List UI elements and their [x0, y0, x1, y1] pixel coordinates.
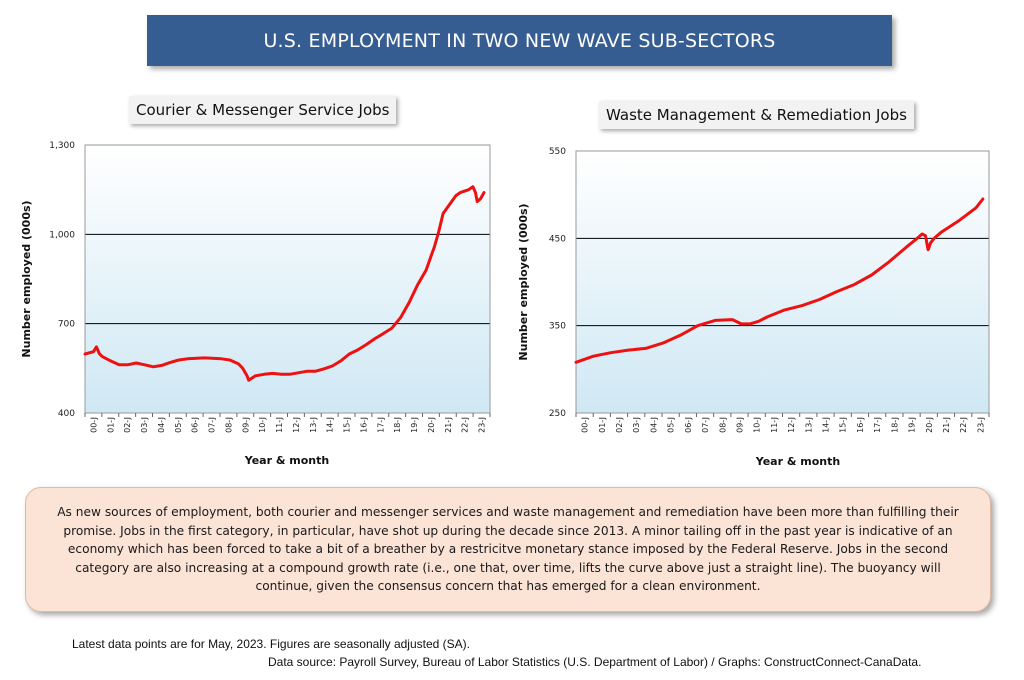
plot-area [576, 151, 989, 413]
x-tick-label: 20-J [925, 417, 934, 433]
page-title: U.S. EMPLOYMENT IN TWO NEW WAVE SUB-SECT… [263, 29, 776, 52]
x-tick-label: 21-J [942, 417, 951, 433]
x-tick-label: 12-J [787, 417, 796, 433]
x-tick-label: 19-J [410, 417, 419, 433]
x-tick-label: 14-J [822, 417, 831, 433]
y-tick-label: 550 [549, 147, 566, 157]
x-tick-label: 21-J [444, 417, 453, 433]
x-tick-label: 01-J [598, 417, 607, 433]
y-tick-label: 450 [549, 234, 566, 244]
y-axis-title: Number employed (000s) [517, 203, 530, 360]
x-tick-label: 23-J [478, 417, 487, 433]
x-tick-label: 11-J [770, 417, 779, 433]
x-tick-label: 10-J [258, 417, 267, 433]
x-tick-label: 03-J [140, 417, 149, 433]
x-tick-label: 07-J [208, 417, 217, 433]
x-tick-label: 07-J [701, 417, 710, 433]
y-tick-label: 1,000 [49, 230, 75, 240]
courier-chart: 400 700 1,000 1,300 00-J 01-J 02-J 03-J 04-J 05-J… [20, 141, 491, 467]
x-tick-label: 16-J [359, 417, 368, 433]
x-tick-label: 15-J [343, 417, 352, 433]
x-tick-label: 14-J [326, 417, 335, 433]
y-tick-label: 700 [58, 320, 75, 330]
waste-chart: 250 350 450 550 00-J 01-J 02-J 03-J 04-J 05-J 06-J… [517, 147, 990, 468]
x-tick-label: 03-J [632, 417, 641, 433]
x-tick-label: 23-J [976, 417, 985, 433]
x-tick-label: 13-J [804, 417, 813, 433]
series-line [83, 185, 486, 382]
x-tick-label: 09-J [241, 417, 250, 433]
x-tick-label: 11-J [275, 417, 284, 433]
charts-canvas: 400 700 1,000 1,300 00-J 01-J 02-J 03-J 04-J 05-J… [20, 141, 990, 468]
x-tick-label: 18-J [393, 417, 402, 433]
x-tick-label: 00-J [581, 417, 590, 433]
x-tick-label: 10-J [753, 417, 762, 433]
y-tick-label: 1,300 [49, 141, 75, 151]
x-axis-title: Year & month [244, 454, 329, 467]
commentary-box: As new sources of employment, both couri… [25, 487, 991, 612]
y-axis-title: Number employed (000s) [20, 200, 33, 357]
x-tick-label: 00-J [89, 417, 98, 433]
footnote-data-source: Data source: Payroll Survey, Bureau of L… [268, 655, 922, 669]
y-tick-label: 250 [549, 409, 566, 419]
chart-title-waste: Waste Management & Remediation Jobs [599, 101, 914, 129]
x-tick-label: 17-J [376, 417, 385, 433]
x-tick-label: 17-J [873, 417, 882, 433]
x-tick-label: 13-J [309, 417, 318, 433]
y-tick-label: 400 [58, 409, 75, 419]
x-tick-label: 06-J [191, 417, 200, 433]
chart-title-courier: Courier & Messenger Service Jobs [129, 96, 397, 124]
x-axis-title: Year & month [755, 455, 840, 468]
x-tick-label: 18-J [890, 417, 899, 433]
y-tick-label: 350 [549, 322, 566, 332]
x-tick-label: 22-J [461, 417, 470, 433]
x-tick-label: 01-J [106, 417, 115, 433]
x-tick-label: 08-J [224, 417, 233, 433]
x-tick-label: 08-J [718, 417, 727, 433]
page-title-banner: U.S. EMPLOYMENT IN TWO NEW WAVE SUB-SECT… [147, 15, 892, 66]
x-tick-label: 05-J [174, 417, 183, 433]
commentary-text: As new sources of employment, both couri… [57, 505, 959, 594]
x-tick-label: 04-J [157, 417, 166, 433]
series-line [574, 197, 985, 364]
x-tick-label: 05-J [667, 417, 676, 433]
x-tick-label: 06-J [684, 417, 693, 433]
footnote-latest-data: Latest data points are for May, 2023. Fi… [72, 637, 470, 651]
x-tick-label: 16-J [856, 417, 865, 433]
x-tick-label: 20-J [427, 417, 436, 433]
x-tick-label: 15-J [839, 417, 848, 433]
x-tick-label: 04-J [649, 417, 658, 433]
x-tick-label: 02-J [123, 417, 132, 433]
x-tick-label: 09-J [735, 417, 744, 433]
x-tick-label: 22-J [959, 417, 968, 433]
x-tick-label: 19-J [908, 417, 917, 433]
x-tick-label: 12-J [292, 417, 301, 433]
x-tick-label: 02-J [615, 417, 624, 433]
